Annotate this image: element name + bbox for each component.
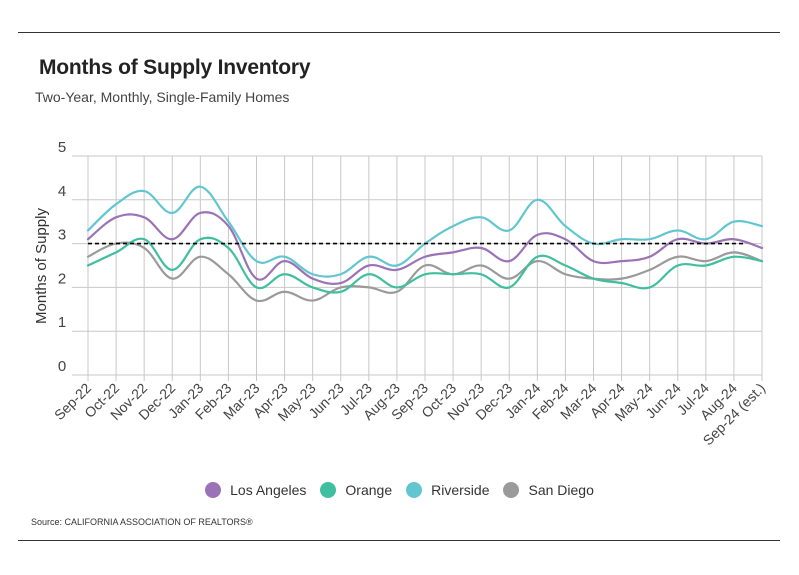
legend-entry: San Diego <box>503 482 594 498</box>
y-axis-label: Months of Supply <box>33 208 50 324</box>
legend-label: Orange <box>345 482 393 498</box>
chart-subtitle: Two-Year, Monthly, Single-Family Homes <box>35 89 290 105</box>
legend-label: Los Angeles <box>230 482 307 498</box>
series-line-los-angeles <box>86 211 764 285</box>
source-note: Source: CALIFORNIA ASSOCIATION OF REALTO… <box>31 517 253 527</box>
legend-swatch <box>320 482 337 498</box>
y-tick-label: 2 <box>58 270 66 287</box>
y-tick-label: 5 <box>58 139 66 156</box>
chart-title: Months of Supply Inventory <box>39 56 311 79</box>
legend-label: San Diego <box>528 482 594 498</box>
legend-swatch <box>406 482 423 498</box>
legend-entry: Los Angeles <box>205 482 306 498</box>
legend-label: Riverside <box>431 482 490 498</box>
bottom-rule <box>18 540 780 541</box>
legend-entry: Orange <box>320 482 392 498</box>
series-line-san-diego <box>86 241 764 303</box>
y-tick-label: 3 <box>58 227 66 244</box>
legend-entry: Riverside <box>406 482 489 498</box>
legend-swatch <box>205 482 222 498</box>
top-rule <box>18 32 780 33</box>
y-tick-label: 0 <box>58 358 66 375</box>
legend-swatch <box>503 482 520 498</box>
chart-legend: Los Angeles Orange Riverside San Diego <box>0 482 799 498</box>
y-tick-label: 4 <box>58 183 66 200</box>
y-tick-label: 1 <box>58 314 66 331</box>
series-line-orange <box>86 236 764 294</box>
